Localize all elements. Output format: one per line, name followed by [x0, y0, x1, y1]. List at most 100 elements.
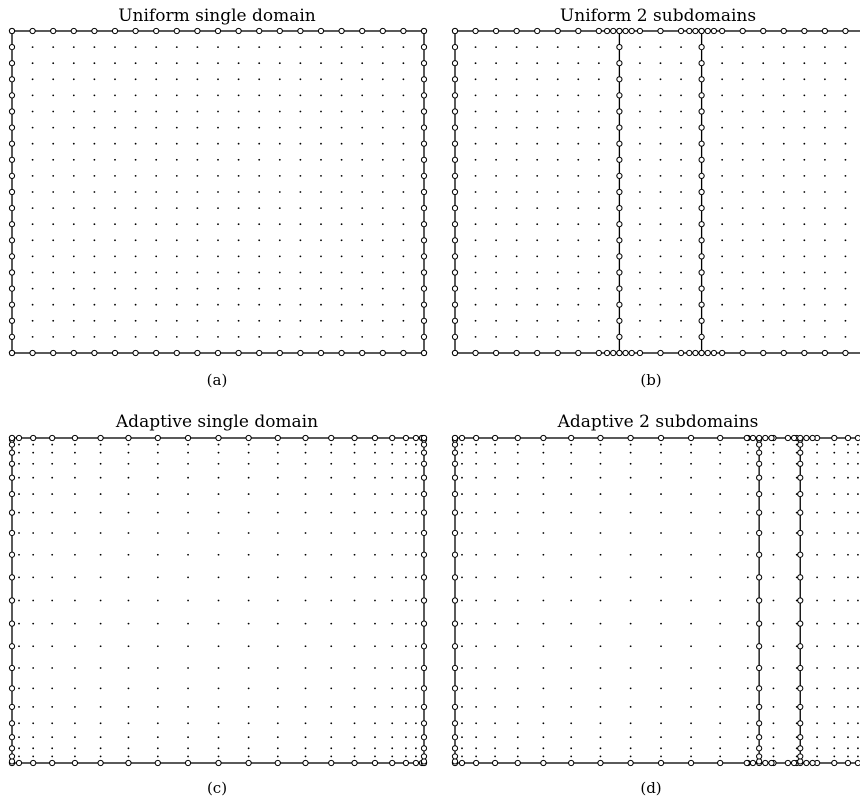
interior-node	[844, 142, 847, 145]
boundary-node	[603, 349, 611, 357]
boundary-node	[451, 269, 459, 276]
interior-node	[844, 191, 847, 193]
interior-node	[405, 493, 407, 495]
interior-node	[762, 255, 765, 258]
interior-node	[782, 175, 785, 177]
interface-node	[616, 205, 623, 212]
interior-node	[18, 622, 20, 625]
interior-node	[721, 223, 724, 226]
boundary-node	[359, 349, 366, 357]
interface-node	[616, 221, 623, 228]
interior-node	[217, 303, 219, 306]
interior-node	[556, 336, 559, 338]
interior-node	[746, 553, 749, 556]
interior-node	[556, 175, 559, 177]
interior-node	[278, 287, 281, 290]
interior-node	[93, 78, 96, 81]
boundary-node	[8, 60, 16, 67]
interior-node	[494, 736, 496, 739]
interior-node	[258, 223, 261, 226]
interior-node	[844, 303, 847, 306]
interior-node	[74, 599, 76, 602]
boundary-node	[622, 27, 629, 35]
interior-node	[330, 476, 333, 479]
interior-node	[415, 532, 417, 534]
interior-node	[639, 158, 641, 161]
interior-node	[374, 736, 376, 739]
interior-node	[52, 62, 55, 65]
interior-node	[599, 599, 602, 602]
interior-node	[340, 255, 343, 258]
boundary-node	[8, 221, 16, 228]
boundary-node	[451, 643, 459, 650]
boundary-node	[821, 349, 829, 357]
interior-node	[680, 191, 682, 193]
interior-node	[782, 110, 785, 113]
interior-node	[196, 287, 199, 290]
interior-node	[536, 239, 539, 242]
interior-node	[217, 667, 220, 669]
interior-node	[353, 451, 356, 454]
interior-node	[175, 46, 178, 48]
interior-node	[570, 755, 573, 758]
interior-node	[402, 78, 405, 81]
interior-node	[391, 511, 394, 514]
interior-node	[31, 191, 34, 193]
interior-node	[402, 303, 405, 306]
interior-node	[258, 207, 261, 210]
interior-node	[772, 722, 775, 725]
interior-node	[156, 736, 159, 739]
boundary-node	[420, 269, 428, 276]
interior-node	[72, 303, 75, 306]
interior-node	[93, 62, 96, 65]
interior-node	[247, 687, 250, 690]
interface-node	[698, 237, 705, 244]
boundary-node	[297, 349, 304, 357]
interior-node	[680, 207, 682, 210]
boundary-node	[801, 27, 808, 35]
interior-node	[475, 476, 478, 479]
interior-node	[556, 239, 559, 242]
interior-node	[556, 319, 559, 322]
interior-node	[577, 239, 580, 242]
interior-node	[495, 158, 497, 161]
boundary-node	[194, 349, 201, 357]
interior-node	[629, 576, 632, 579]
interior-node	[51, 599, 54, 602]
interior-node	[330, 462, 333, 465]
interior-node	[772, 667, 775, 669]
interior-node	[155, 239, 158, 242]
boundary-node	[8, 27, 16, 35]
interior-node	[721, 94, 724, 97]
interior-node	[304, 722, 307, 725]
interior-node	[795, 667, 798, 669]
interior-node	[74, 493, 76, 495]
interior-node	[156, 462, 159, 465]
interior-node	[93, 126, 96, 129]
interior-node	[597, 175, 600, 177]
interior-node	[461, 462, 463, 465]
interior-node	[304, 645, 307, 648]
interior-node	[237, 46, 240, 48]
interior-node	[556, 126, 559, 129]
interior-node	[72, 126, 75, 129]
interior-node	[340, 303, 343, 306]
interior-node	[391, 443, 394, 446]
interior-node	[795, 722, 798, 725]
interior-node	[824, 271, 826, 274]
boundary-node	[575, 349, 582, 357]
interior-node	[542, 532, 545, 534]
interior-node	[719, 667, 722, 669]
boundary-node	[831, 434, 838, 442]
boundary-node	[743, 434, 750, 442]
interior-node	[570, 722, 573, 725]
interior-node	[577, 287, 580, 290]
interior-node	[719, 443, 722, 446]
interior-node	[516, 532, 519, 534]
interior-node	[187, 687, 189, 690]
interior-node	[402, 46, 405, 48]
interior-node	[515, 126, 518, 129]
interior-node	[660, 755, 662, 758]
interior-node	[847, 462, 849, 465]
interior-node	[847, 553, 849, 556]
